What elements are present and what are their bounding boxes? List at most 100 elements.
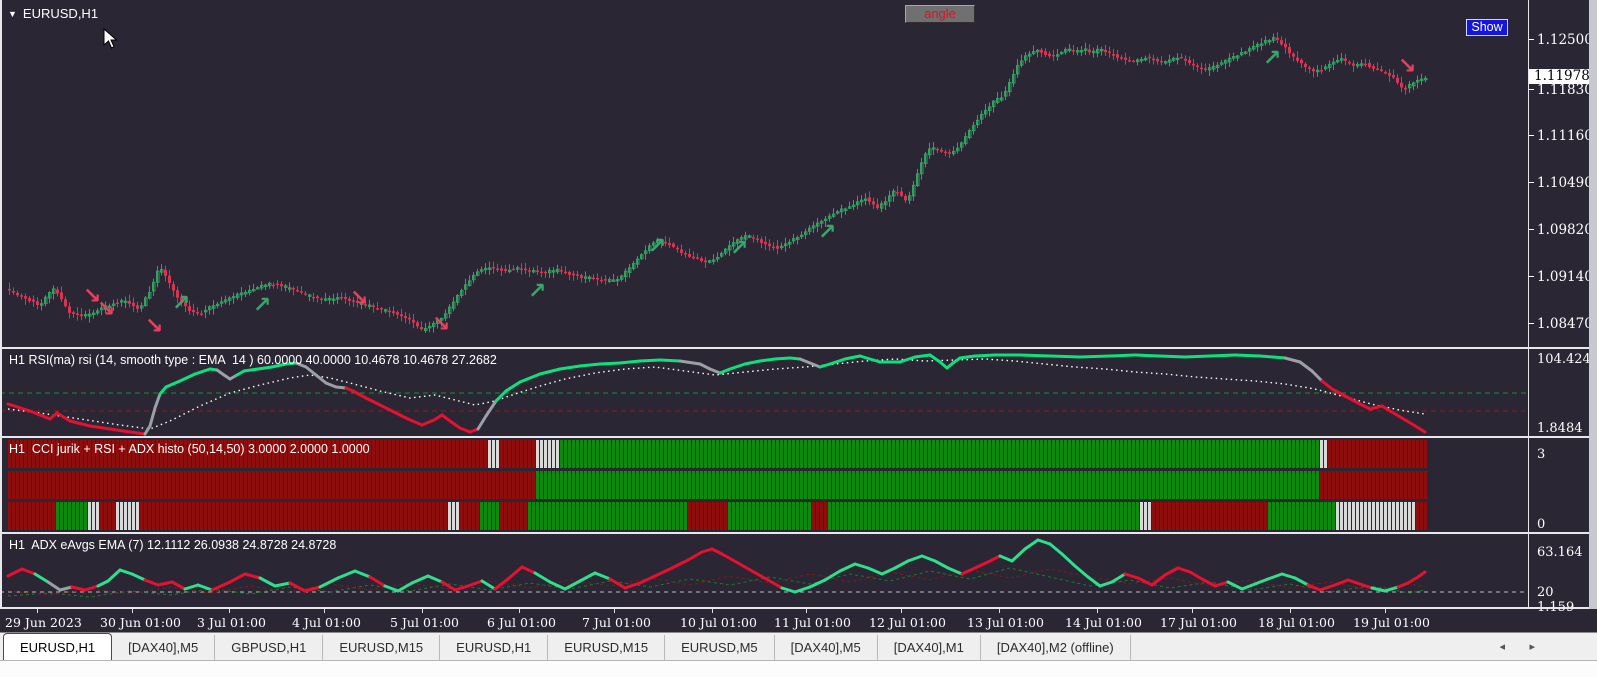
chart-tab--dax40-m2-offline-[interactable]: [DAX40],M2 (offline) (981, 635, 1131, 661)
time-axis[interactable]: 29 Jun 2023 30 Jun 01:00 3 Jul 01:00 4 Jul … (0, 609, 1597, 632)
price-tick-mark (1529, 276, 1534, 277)
main-chart-panel: ↘ ↘ ↘ ↘ ↘ ↘ ↗ ↗ ↗ ↗ ↗ ↗ ↗ ▼ EURUSD,H1 angle Show (0, 0, 1528, 348)
time-tick-mark (519, 609, 520, 613)
time-tick-mark (999, 609, 1000, 613)
adx-plot[interactable] (0, 534, 1528, 607)
cci-scale-top: 3 (1537, 447, 1546, 462)
time-axis-label: 29 Jun 2023 (5, 615, 82, 630)
sell-signal-arrow-icon: ↘ (145, 314, 163, 339)
chart-tab--dax40-m5[interactable]: [DAX40],M5 (112, 635, 216, 661)
price-tick-label: 1.08470 (1537, 316, 1593, 332)
show-button[interactable]: Show (1466, 19, 1508, 36)
time-tick-mark (712, 609, 713, 613)
time-axis-label: 13 Jul 01:00 (967, 615, 1044, 630)
current-price-badge: 1.11978 (1529, 69, 1593, 84)
cci-histo-plot[interactable] (0, 438, 1528, 532)
tabs-next-icon[interactable]: ▸ (1529, 641, 1535, 653)
time-axis-label: 14 Jul 01:00 (1065, 615, 1142, 630)
time-axis-label: 18 Jul 01:00 (1258, 615, 1335, 630)
buy-signal-arrow-icon: ↗ (528, 279, 546, 304)
time-axis-label: 30 Jun 01:00 (100, 615, 181, 630)
sell-signal-arrow-icon: ↘ (83, 284, 101, 309)
price-tick-label: 1.10490 (1537, 175, 1593, 191)
price-tick-label: 1.12500 (1537, 32, 1593, 48)
buy-signal-arrow-icon: ↗ (818, 220, 836, 245)
symbol-label-box: ▼ EURUSD,H1 (8, 6, 98, 21)
chart-tab-bar: EURUSD,H1 [DAX40],M5 GBPUSD,H1 EURUSD,M15 EU… (0, 632, 1597, 661)
chart-tab-eurusd-h1[interactable]: EURUSD,H1 (440, 635, 549, 661)
time-tick-mark (614, 609, 615, 613)
panel-divider[interactable] (0, 532, 1597, 534)
time-tick-mark (132, 609, 133, 613)
price-tick-mark (1529, 135, 1534, 136)
adx-scale-top: 63.164 (1537, 545, 1583, 560)
symbol-dropdown-icon[interactable]: ▼ (8, 8, 17, 19)
vertical-scrollbar[interactable] (1589, 0, 1597, 609)
time-axis-label: 19 Jul 01:00 (1353, 615, 1430, 630)
chart-tab-eurusd-m5[interactable]: EURUSD,M5 (665, 635, 775, 661)
main-chart-plot[interactable]: ↘↘↘↘↘↘↗ ↗↗↗ ↗↗↗ (0, 0, 1528, 348)
time-tick-mark (1097, 609, 1098, 613)
price-tick-mark (1529, 229, 1534, 230)
tabs-prev-icon[interactable]: ◂ (1499, 641, 1505, 653)
time-tick-mark (422, 609, 423, 613)
price-tick-label: 1.11160 (1537, 128, 1593, 144)
window-left-border (0, 0, 2, 609)
chart-tab-eurusd-m15[interactable]: EURUSD,M15 (548, 635, 666, 661)
time-axis-label: 12 Jul 01:00 (869, 615, 946, 630)
time-axis-label: 5 Jul 01:00 (390, 615, 459, 630)
price-tick-label: 1.09140 (1537, 269, 1593, 285)
buy-signal-arrow-icon: ↗ (730, 236, 748, 261)
time-tick-mark (1385, 609, 1386, 613)
time-tick-mark (901, 609, 902, 613)
rsi-header: H1 RSI(ma) rsi (14, smooth type : EMA 14… (9, 353, 497, 367)
angle-button[interactable]: angle (905, 5, 975, 23)
chart-tab--dax40-m5[interactable]: [DAX40],M5 (775, 635, 878, 661)
rsi-scale-bottom: 1.8484 (1537, 421, 1583, 436)
cci-histo-panel: H1 CCI jurik + RSI + ADX histo (50,14,50… (0, 438, 1528, 532)
price-tick-mark (1529, 323, 1534, 324)
sell-signal-arrow-icon: ↘ (432, 312, 450, 337)
chart-tab-eurusd-h1[interactable]: EURUSD,H1 (3, 633, 113, 661)
time-axis-label: 3 Jul 01:00 (197, 615, 266, 630)
chart-tab-gbpusd-h1[interactable]: GBPUSD,H1 (215, 635, 324, 661)
sell-signal-arrow-icon: ↘ (97, 297, 115, 322)
panel-divider[interactable] (0, 607, 1597, 609)
buy-signal-arrow-icon: ↗ (253, 293, 271, 318)
price-tick-mark (1529, 182, 1534, 183)
panel-divider[interactable] (0, 436, 1597, 438)
cci-header: H1 CCI jurik + RSI + ADX histo (50,14,50… (9, 442, 370, 456)
time-tick-mark (37, 609, 38, 613)
time-axis-label: 11 Jul 01:00 (774, 615, 851, 630)
price-tick-label: 1.09820 (1537, 222, 1593, 238)
status-strip (0, 660, 1597, 677)
buy-signal-arrow-icon: ↗ (648, 234, 666, 259)
time-tick-mark (229, 609, 230, 613)
time-axis-label: 6 Jul 01:00 (487, 615, 556, 630)
mouse-cursor-icon (103, 28, 118, 49)
price-scale[interactable]: 1.11978 1.12500 1.11830 1.11160 1.10490 1.09… (1529, 0, 1593, 609)
sell-signal-arrow-icon: ↘ (1398, 54, 1416, 79)
time-tick-mark (324, 609, 325, 613)
buy-signal-arrow-icon: ↗ (1263, 46, 1281, 71)
cci-scale-bottom: 0 (1537, 517, 1546, 532)
symbol-label: EURUSD,H1 (22, 6, 99, 21)
price-scale-border (1528, 0, 1529, 609)
sell-signal-arrow-icon: ↘ (350, 286, 368, 311)
chart-tab--dax40-m1[interactable]: [DAX40],M1 (878, 635, 981, 661)
panel-divider[interactable] (0, 347, 1597, 349)
rsi-plot[interactable] (0, 349, 1528, 436)
price-tick-mark (1529, 89, 1534, 90)
time-axis-label: 17 Jul 01:00 (1160, 615, 1237, 630)
time-axis-label: 4 Jul 01:00 (292, 615, 361, 630)
buy-signal-arrow-icon: ↗ (172, 291, 190, 316)
adx-header: H1 ADX eAvgs EMA (7) 12.1112 26.0938 24.… (9, 538, 337, 552)
time-axis-label: 10 Jul 01:00 (680, 615, 757, 630)
time-axis-label: 7 Jul 01:00 (582, 615, 651, 630)
price-tick-label: 1.11830 (1537, 82, 1593, 98)
price-tick-mark (1529, 39, 1534, 40)
chart-tab-eurusd-m15[interactable]: EURUSD,M15 (323, 635, 441, 661)
adx-panel: H1 ADX eAvgs EMA (7) 12.1112 26.0938 24.… (0, 534, 1528, 607)
time-tick-mark (806, 609, 807, 613)
